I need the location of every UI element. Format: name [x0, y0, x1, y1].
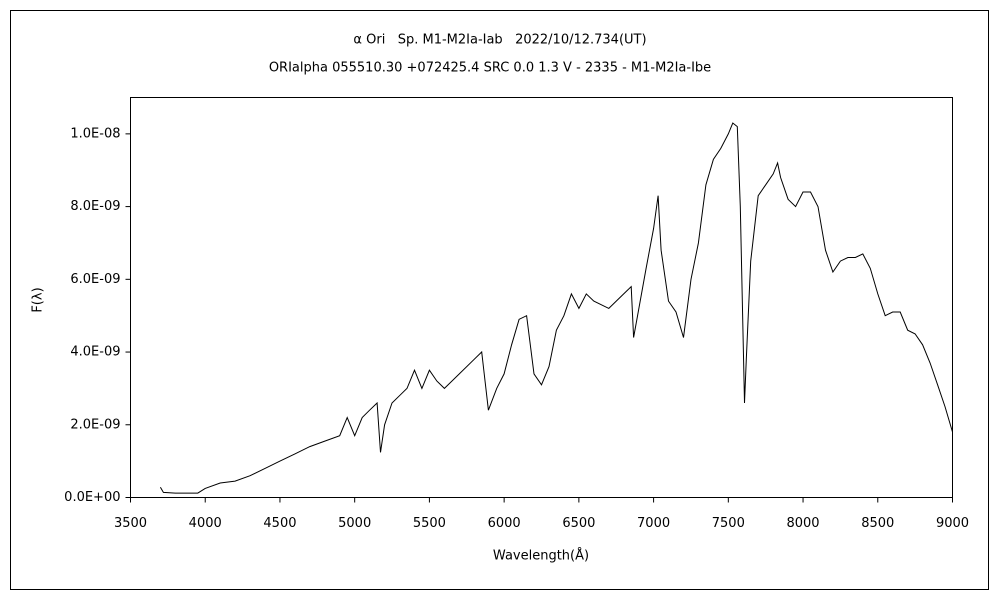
x-tick-label: 4500	[263, 516, 296, 531]
x-tick-label: 9000	[936, 516, 969, 531]
y-axis-label: F(λ)	[31, 287, 46, 312]
y-tick-label: 2.0E-09	[70, 417, 120, 432]
x-tick-label: 7000	[637, 516, 670, 531]
y-tick-label: 8.0E-09	[70, 199, 120, 214]
chart-frame	[10, 10, 989, 590]
x-tick-label: 4000	[189, 516, 222, 531]
y-tick-label: 4.0E-09	[70, 345, 120, 360]
x-tick-label: 7500	[712, 516, 745, 531]
x-tick-label: 8500	[861, 516, 894, 531]
y-tick-label: 1.0E-08	[70, 126, 120, 141]
spectrum-line	[159, 122, 953, 494]
x-tick-label: 8000	[786, 516, 819, 531]
x-tick-label: 6500	[562, 516, 595, 531]
x-axis-label: Wavelength(Å)	[493, 548, 589, 564]
x-tick-label: 3500	[114, 516, 147, 531]
y-tick-label: 6.0E-09	[70, 272, 120, 287]
x-tick-label: 5500	[413, 516, 446, 531]
x-tick-label: 6000	[488, 516, 521, 531]
chart-title: α Ori Sp. M1-M2Ia-Iab 2022/10/12.734(UT)	[353, 33, 646, 48]
y-tick-label: 0.0E+00	[64, 490, 120, 505]
plot-frame	[130, 97, 953, 498]
x-tick-label: 5000	[338, 516, 371, 531]
chart-subtitle: ORIalpha 055510.30 +072425.4 SRC 0.0 1.3…	[269, 61, 711, 76]
